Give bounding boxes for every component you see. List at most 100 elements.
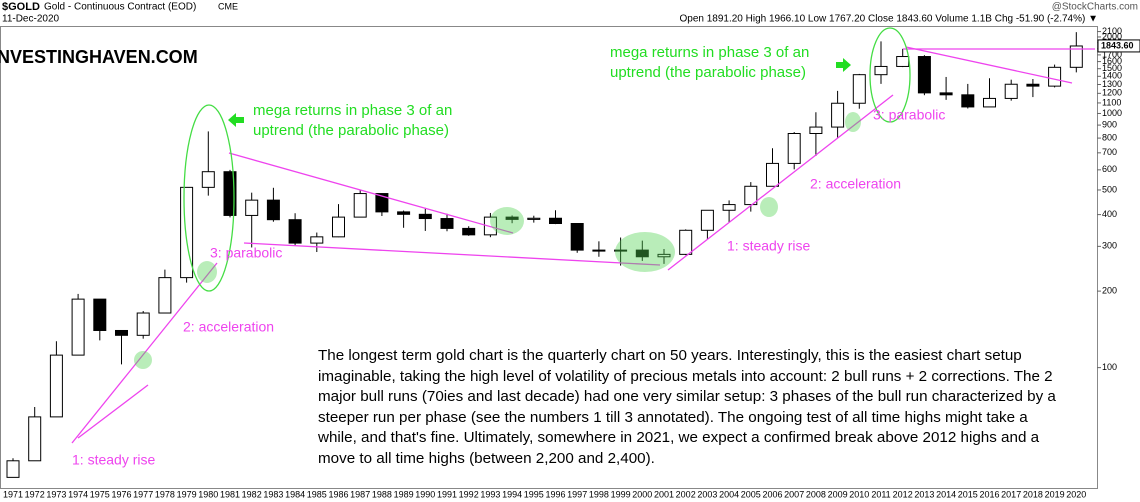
x-tick-label: 2013 [914,489,934,499]
highlight [869,27,911,123]
annotation: 3: parabolic [210,245,282,261]
highlight [134,351,152,369]
x-tick-label: 2016 [979,489,999,499]
candle-body [71,298,85,356]
trendline [77,384,149,439]
candle-body [418,213,432,220]
x-tick-label: 2008 [806,489,826,499]
candle-body [809,126,823,134]
candle-body [288,219,302,244]
x-tick-label: 2003 [697,489,717,499]
x-tick-label: 1971 [3,489,23,499]
trendline [905,46,1073,84]
x-tick-label: 1983 [263,489,283,499]
candle-body [657,253,671,258]
x-tick-label: 2002 [676,489,696,499]
x-tick-label: 2015 [958,489,978,499]
highlight [197,261,217,283]
candle-body [115,329,128,336]
quote: Open 1891.20 High 1966.10 Low 1767.20 Cl… [679,14,1098,25]
y-tick-label: 100 [1102,362,1117,372]
candle-body [874,65,888,76]
trendline [243,242,661,266]
x-tick-label: 2000 [632,489,652,499]
x-tick-label: 2012 [893,489,913,499]
candle-body [961,94,975,108]
candle-body [527,217,541,220]
candle-body [93,298,107,331]
annotation: uptrend (the parabolic phase) [610,64,806,81]
y-tick-label: 1500 [1102,63,1122,73]
y-tick-label: 700 [1102,147,1117,157]
y-tick-label: 200 [1102,285,1117,295]
candle-body [766,162,779,187]
x-tick-label: 1987 [350,489,370,499]
y-tick-label: 1200 [1102,88,1122,98]
y-tick-label: 900 [1102,119,1117,129]
candle-body [939,92,953,96]
date: 11-Dec-2020 [2,14,60,25]
x-tick-label: 2020 [1066,489,1086,499]
y-tick-label: 1600 [1102,56,1122,66]
candle-body [549,217,562,225]
y-tick-label: 1100 [1102,97,1121,107]
candle-body [614,249,628,252]
x-tick-label: 1994 [502,489,522,499]
y-tick-label: 600 [1102,164,1117,174]
x-tick-label: 2005 [741,489,761,499]
x-tick-label: 2019 [1045,489,1065,499]
trendline [228,152,514,234]
candle-body [245,199,259,216]
candle-body [266,199,280,221]
x-tick-label: 1986 [328,489,348,499]
candle-body [831,102,845,128]
candle-body [570,223,584,251]
x-tick-label: 2001 [654,489,674,499]
candle-body [722,204,736,211]
highlight [183,104,235,292]
x-tick-label: 1985 [307,489,327,499]
x-tick-label: 1977 [133,489,153,499]
x-tick-label: 2011 [871,489,890,499]
x-tick-label: 2004 [719,489,739,499]
annotation: 2: acceleration [183,319,274,335]
highlight [845,112,861,132]
last-price-box [1097,39,1140,53]
candle-body [1004,83,1018,99]
y-tick-label: 2100 [1102,26,1122,36]
annotation: 3: parabolic [873,107,945,123]
annotation: mega returns in phase 3 of an [610,44,809,61]
annotation: uptrend (the parabolic phase) [253,122,449,139]
candle-body [1026,83,1040,87]
x-tick-label: 1990 [415,489,435,499]
plot-frame [0,26,1098,489]
x-tick-label: 1998 [589,489,609,499]
x-tick-label: 2017 [1001,489,1021,499]
annotation: 1: steady rise [72,452,155,468]
y-tick-label: 1000 [1102,108,1122,118]
x-tick-label: 2009 [828,489,848,499]
subtitle: Gold - Continuous Contract (EOD) [44,2,196,13]
y-tick-label: 1700 [1102,49,1122,59]
candle-body [28,416,42,462]
x-tick-label: 1975 [90,489,110,499]
x-tick-label: 1981 [220,489,240,499]
x-tick-label: 2006 [762,489,782,499]
x-tick-label: 1993 [480,489,500,499]
symbol: $GOLD [2,1,40,13]
candle-body [332,216,345,238]
candle-body [223,171,237,216]
x-tick-label: 1991 [437,489,457,499]
trendline [667,94,894,271]
candle-body [1048,66,1062,87]
candle-body [700,209,714,231]
candle-body [136,312,150,336]
trendline [71,262,218,444]
x-tick-label: 1992 [459,489,479,499]
y-tick-label: 800 [1102,132,1117,142]
x-tick-label: 1984 [285,489,305,499]
candle-body [896,56,910,67]
arrow [836,58,851,72]
annotation-shapes [71,27,1095,444]
